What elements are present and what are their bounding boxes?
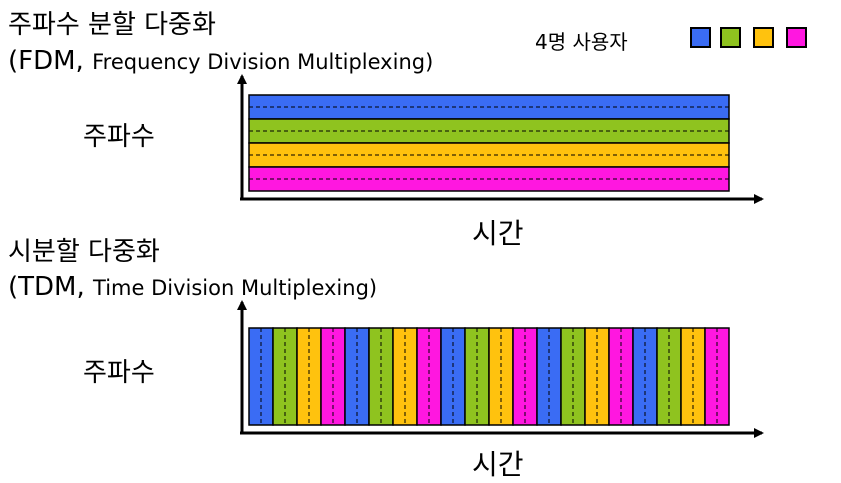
fdm-ylabel: 주파수 xyxy=(83,122,155,152)
fdm-title: 주파수 분할 다중화 xyxy=(8,10,216,40)
tdm-slot-group xyxy=(248,327,730,426)
tdm-full-name: Time Division Multiplexing) xyxy=(93,276,378,300)
fdm-xlabel: 시간 xyxy=(472,217,524,250)
legend-swatch-user-1 xyxy=(690,27,711,48)
fdm-abbr: (FDM, xyxy=(8,46,93,76)
legend-label: 4명 사용자 xyxy=(535,30,628,54)
tdm-ylabel: 주파수 xyxy=(83,358,155,388)
legend-swatch-user-3 xyxy=(753,27,774,48)
diagram-canvas xyxy=(237,74,764,438)
fdm-full-name: Frequency Division Multiplexing) xyxy=(92,50,434,74)
legend-swatch-user-2 xyxy=(720,27,741,48)
tdm-title: 시분할 다중화 xyxy=(8,237,160,267)
tdm-abbr: (TDM, xyxy=(8,272,94,302)
legend-swatch-user-4 xyxy=(786,27,807,48)
fdm-subtitle: (FDM, Frequency Division Multiplexing) xyxy=(8,46,433,76)
tdm-subtitle: (TDM, Time Division Multiplexing) xyxy=(8,272,377,302)
fdm-band-group xyxy=(248,94,730,192)
